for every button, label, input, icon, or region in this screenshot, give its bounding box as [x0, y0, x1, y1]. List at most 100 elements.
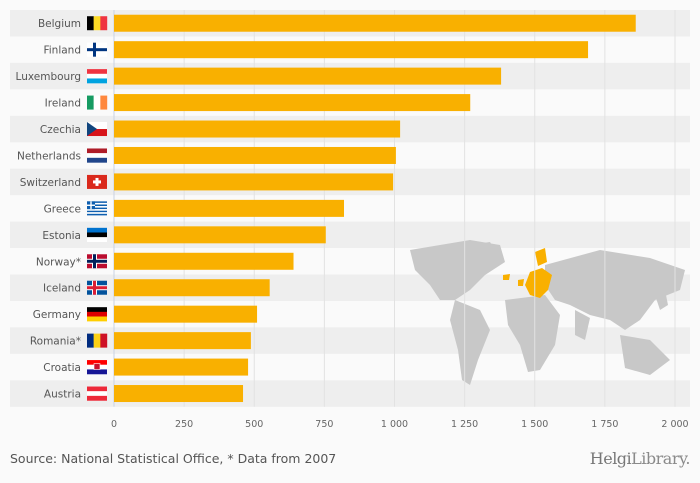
flag-ireland-icon [87, 95, 108, 110]
bar-finland [114, 41, 589, 59]
bar-iceland [114, 279, 270, 297]
bar-luxembourg [114, 67, 502, 85]
flag-part [87, 202, 107, 205]
flag-part [87, 157, 107, 163]
flag-part [87, 73, 107, 79]
flag-part [87, 210, 107, 213]
flag-part [87, 395, 107, 401]
flag-part [87, 237, 107, 243]
bar-greece [114, 199, 345, 217]
flag-switzerland-icon [87, 174, 107, 189]
flag-luxembourg-icon [87, 69, 107, 84]
flag-part [87, 391, 107, 397]
flag-austria-icon [87, 386, 107, 401]
x-tick-label: 1 750 [591, 419, 618, 430]
flag-part [87, 316, 107, 322]
helgi-library-logo[interactable]: HelgiLibrary. [590, 449, 691, 468]
category-label: Switzerland [20, 177, 81, 189]
category-label: Iceland [43, 283, 81, 295]
flag-croatia-icon [87, 360, 107, 375]
category-label: Norway* [36, 256, 81, 268]
bar-ireland [114, 94, 471, 112]
x-tick-label: 1 500 [521, 419, 548, 430]
flag-part [87, 153, 107, 159]
x-tick-label: 750 [315, 419, 333, 430]
flag-part [87, 360, 107, 365]
flag-iceland-icon [87, 280, 107, 295]
bar-austria [114, 385, 244, 403]
bar-netherlands [114, 146, 396, 164]
category-label: Germany [33, 309, 81, 321]
category-label: Ireland [45, 98, 81, 110]
flag-romania-icon [87, 333, 108, 348]
bar-switzerland [114, 173, 394, 191]
flag-part [87, 286, 107, 290]
bar-norway [114, 252, 294, 270]
flag-part [87, 48, 107, 52]
category-label: Finland [43, 45, 81, 57]
row-stripe [10, 221, 690, 249]
bar-germany [114, 305, 258, 323]
bar-croatia [114, 358, 249, 376]
bar-czechia [114, 120, 401, 138]
flag-part [93, 16, 101, 31]
flag-finland-icon [87, 42, 107, 57]
flag-part [87, 204, 95, 206]
logo-light: Library. [631, 449, 690, 468]
flag-part [87, 78, 107, 84]
category-label: Austria [44, 389, 81, 401]
x-tick-label: 250 [175, 419, 193, 430]
flag-part [87, 259, 107, 263]
flag-part [87, 333, 94, 348]
bar-romania [114, 332, 251, 350]
source-note: Source: National Statistical Office, * D… [10, 451, 337, 466]
flag-estonia-icon [87, 227, 107, 243]
category-label: Belgium [38, 18, 81, 30]
world-map-background [410, 240, 685, 385]
category-label: Greece [44, 203, 81, 215]
flag-part [93, 180, 101, 184]
flag-part [100, 95, 108, 110]
flag-part [87, 212, 107, 214]
flag-part [87, 69, 107, 74]
flag-part [93, 333, 101, 348]
flag-part [87, 201, 107, 203]
x-tick-label: 0 [111, 419, 117, 430]
flag-part [87, 209, 107, 211]
bar-chart: Belgium Finland Luxembourg Ireland Czechia Ne… [10, 10, 690, 430]
flag-part [87, 122, 107, 130]
flag-part [87, 122, 97, 137]
category-label: Estonia [42, 230, 81, 242]
x-tick-label: 500 [245, 419, 263, 430]
flag-part [87, 213, 107, 216]
flag-part [87, 232, 107, 238]
x-tick-label: 2 000 [661, 419, 688, 430]
row-stripe [10, 327, 690, 354]
category-label: Czechia [40, 124, 81, 136]
flag-part [87, 307, 107, 313]
flag-part [87, 16, 94, 31]
europe-highlight [503, 248, 552, 298]
flag-part [100, 16, 108, 31]
flag-part [93, 95, 101, 110]
flag-part [87, 386, 107, 392]
bar-estonia [114, 226, 326, 244]
flag-part [87, 369, 107, 375]
flag-part [93, 363, 101, 370]
flag-part [87, 95, 94, 110]
flag-part [87, 129, 107, 137]
flag-belgium-icon [87, 16, 108, 31]
category-label: Croatia [43, 362, 81, 374]
x-tick-label: 1 000 [381, 419, 408, 430]
flag-greece-icon [87, 201, 107, 216]
flag-germany-icon [87, 307, 107, 322]
x-tick-label: 1 250 [451, 419, 478, 430]
flag-part [87, 204, 107, 207]
flag-part [87, 207, 107, 210]
flag-part [87, 206, 107, 208]
category-label: Luxembourg [16, 71, 81, 83]
bar-belgium [114, 14, 636, 32]
row-stripe [10, 380, 690, 407]
flag-part [87, 227, 107, 233]
category-label: Romania* [30, 336, 81, 348]
